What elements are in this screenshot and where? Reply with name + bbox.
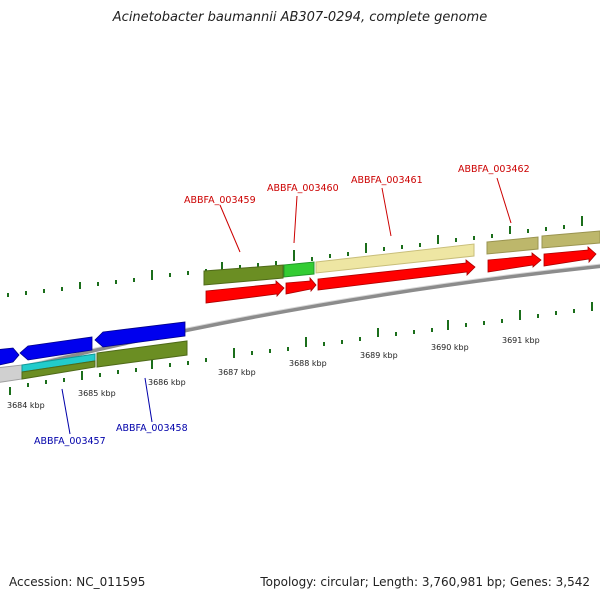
forward-feature-track xyxy=(203,230,600,286)
feature-bar[interactable] xyxy=(315,243,475,274)
reverse-feature-track xyxy=(0,340,188,383)
feature-bar[interactable] xyxy=(96,340,188,368)
gene-label-reverse[interactable]: ABBFA_003458 xyxy=(116,423,188,434)
accession-text: Accession: NC_011595 xyxy=(9,575,146,589)
feature-bar[interactable] xyxy=(283,261,315,278)
cds-arrow-reverse[interactable] xyxy=(19,336,93,361)
scale-label: 3685 kbp xyxy=(78,389,116,398)
scale-label: 3689 kbp xyxy=(360,351,398,360)
feature-bar[interactable] xyxy=(486,236,539,255)
gene-label-reverse[interactable]: ABBFA_003457 xyxy=(34,436,106,447)
genome-summary-text: Topology: circular; Length: 3,760,981 bp… xyxy=(260,575,590,589)
scale-label: 3688 kbp xyxy=(289,359,327,368)
cds-arrow-forward[interactable] xyxy=(317,259,476,291)
scale-label: 3686 kbp xyxy=(148,378,186,387)
genome-backbone xyxy=(0,264,600,376)
genome-title: Acinetobacter baumannii AB307-0294, comp… xyxy=(112,10,488,25)
gene-label-forward[interactable]: ABBFA_003460 xyxy=(267,183,339,194)
scale-label: 3684 kbp xyxy=(7,401,45,410)
forward-cds-track xyxy=(205,246,597,304)
cds-arrow-forward[interactable] xyxy=(487,252,542,273)
scale-label: 3691 kbp xyxy=(502,336,540,345)
cds-arrow-forward[interactable] xyxy=(543,246,597,267)
feature-bar[interactable] xyxy=(541,230,600,249)
cds-arrow-reverse[interactable] xyxy=(94,321,186,348)
gene-label-forward[interactable]: ABBFA_003459 xyxy=(184,195,256,206)
gene-label-forward[interactable]: ABBFA_003461 xyxy=(351,175,423,186)
lower-tick-row xyxy=(9,302,593,395)
cds-arrow-forward[interactable] xyxy=(285,276,317,295)
feature-bar[interactable] xyxy=(21,360,96,380)
gene-label-leaders xyxy=(61,177,512,435)
cds-arrow-forward[interactable] xyxy=(205,280,285,304)
gene-labels: ABBFA_003459 ABBFA_003460 ABBFA_003461 A… xyxy=(34,164,530,447)
scale-labels: 3684 kbp 3685 kbp 3686 kbp 3687 kbp 3688… xyxy=(7,336,540,410)
cds-arrow-reverse[interactable] xyxy=(0,347,20,366)
scale-label: 3690 kbp xyxy=(431,343,469,352)
reverse-cds-track xyxy=(0,321,186,366)
gene-label-forward[interactable]: ABBFA_003462 xyxy=(458,164,530,175)
feature-bar[interactable] xyxy=(203,264,284,286)
feature-bar[interactable] xyxy=(0,364,23,383)
scale-label: 3687 kbp xyxy=(218,368,256,377)
